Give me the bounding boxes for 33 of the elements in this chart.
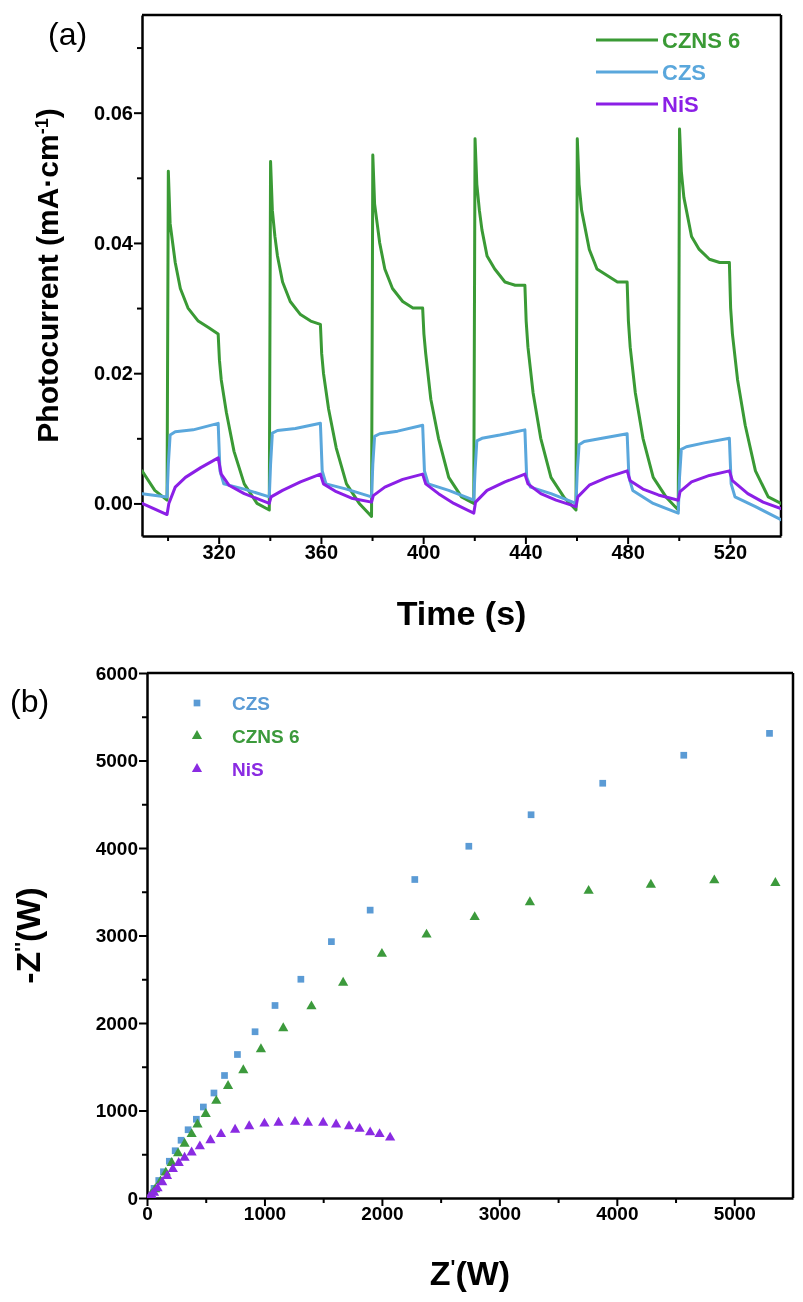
y-tick-label: 0.00	[94, 492, 133, 515]
x-axis-title: Time (s)	[396, 594, 527, 632]
x-axis-title: Z$^{'}$(W)	[429, 1254, 511, 1292]
y-tick-label: 2000	[95, 1012, 138, 1034]
x-tick-label: 400	[406, 541, 441, 564]
legend-label: NiS	[662, 91, 699, 117]
x-tick-label: 3000	[478, 1203, 521, 1225]
y-tick-label: 0	[127, 1187, 138, 1209]
x-tick-label: 0	[142, 1203, 153, 1225]
y-tick-label: 0.06	[94, 101, 133, 124]
y-tick-label: 1000	[95, 1100, 138, 1122]
x-tick-label: 5000	[713, 1203, 756, 1225]
x-tick-label: 4000	[596, 1203, 639, 1225]
y-tick-label: 6000	[95, 662, 138, 684]
y-tick-label: 0.02	[94, 362, 133, 385]
y-tick-label: 3000	[95, 925, 138, 947]
legend-label: CZS	[232, 692, 270, 714]
x-tick-label: 2000	[361, 1203, 404, 1225]
x-tick-label: 360	[304, 541, 339, 564]
legend-label: CZNS 6	[232, 725, 300, 747]
legend-label: CZNS 6	[662, 27, 741, 53]
text: (a)	[48, 16, 88, 52]
x-tick-label: 440	[509, 541, 543, 564]
legend-label: CZS	[662, 59, 706, 85]
x-tick-label: 1000	[243, 1203, 287, 1225]
x-tick-label: 480	[611, 541, 645, 564]
y-tick-label: 0.04	[94, 231, 134, 254]
x-tick-label: 320	[202, 541, 236, 564]
text: (b)	[10, 683, 50, 719]
x-tick-label: 520	[713, 541, 748, 564]
legend-label: NiS	[232, 758, 264, 780]
y-tick-label: 5000	[95, 750, 138, 772]
y-tick-label: 4000	[95, 837, 138, 859]
